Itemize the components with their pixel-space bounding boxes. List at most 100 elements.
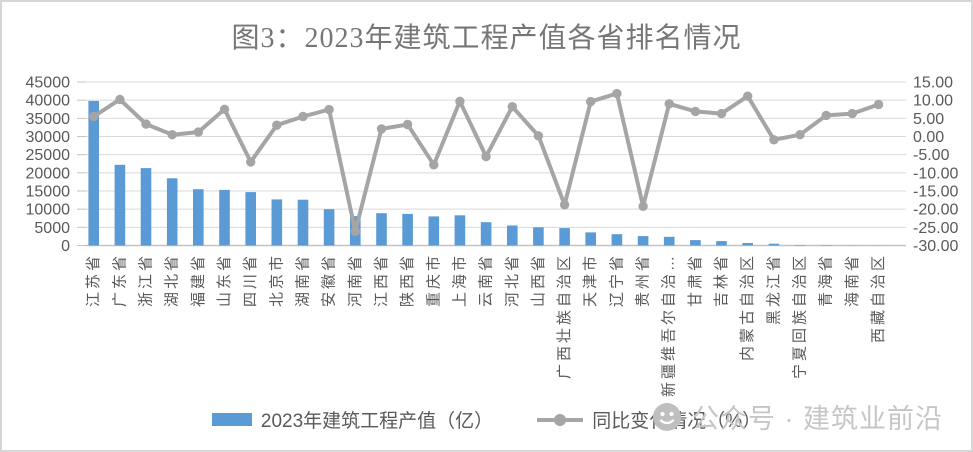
right-axis-label: 10.00	[913, 93, 953, 110]
x-axis-label-浙江省: 浙江省	[138, 253, 155, 307]
bar-甘肃省	[690, 240, 701, 246]
trend-marker-宁夏回族自治区	[795, 130, 805, 140]
bar-新疆维吾尔自治…	[663, 236, 675, 246]
x-axis-label-山东省: 山东省	[216, 253, 233, 307]
x-axis-label-湖南省: 湖南省	[295, 253, 312, 307]
bar-安徽省	[323, 209, 335, 246]
trend-marker-福建省	[193, 127, 203, 137]
trend-marker-吉林省	[716, 108, 727, 119]
trend-marker-山西省	[533, 131, 544, 141]
x-axis-label-陕西省: 陕西省	[399, 253, 416, 307]
x-axis-label-新疆维吾尔自治…: 新疆维吾尔自治…	[661, 253, 678, 397]
bar-福建省	[193, 189, 204, 246]
x-axis-label-西藏自治区: 西藏自治区	[870, 253, 887, 343]
bar-江苏省	[88, 100, 99, 246]
x-axis-label-吉林省: 吉林省	[713, 253, 730, 307]
trend-marker-湖北省	[167, 130, 177, 140]
bar-吉林省	[716, 241, 727, 246]
bar-云南省	[480, 222, 492, 246]
x-axis-label-河南省: 河南省	[347, 253, 364, 307]
trend-marker-浙江省	[141, 119, 151, 129]
left-axis-label: 25000	[26, 147, 71, 164]
trend-marker-河北省	[507, 102, 517, 112]
bar-广西壮族自治区	[559, 228, 570, 246]
x-axis-label-安徽省: 安徽省	[321, 253, 338, 307]
bar-宁夏回族自治区	[794, 245, 806, 246]
right-axis-label: -10.00	[913, 165, 958, 182]
right-axis-label: -30.00	[913, 238, 958, 255]
left-axis-label: 35000	[26, 111, 71, 128]
trend-marker-河南省	[350, 226, 360, 236]
legend-item-bar-series: 2023年建筑工程产值（亿）	[211, 406, 494, 433]
x-axis-label-广西壮族自治区: 广西壮族自治区	[556, 253, 573, 379]
trend-marker-西藏自治区	[873, 99, 884, 110]
bar-黑龙江省	[768, 243, 780, 246]
trend-marker-辽宁省	[612, 88, 622, 99]
bar-series-label: 2023年建筑工程产值（亿）	[260, 411, 494, 432]
left-axis-label: 20000	[26, 165, 71, 182]
left-axis-label: 5000	[34, 220, 70, 237]
bar-四川省	[245, 192, 256, 246]
trend-marker-广东省	[115, 94, 125, 105]
bar-河北省	[507, 225, 518, 246]
x-axis-label-江西省: 江西省	[373, 253, 390, 307]
bar-广东省	[114, 164, 126, 246]
trend-marker-广西壮族自治区	[559, 200, 570, 210]
trend-marker-山东省	[219, 104, 230, 115]
bar-内蒙古自治区	[742, 243, 753, 246]
x-axis-label-辽宁省: 辽宁省	[608, 253, 625, 307]
x-axis-label-北京市: 北京市	[268, 253, 285, 307]
trend-marker-北京市	[272, 120, 282, 130]
trend-marker-四川省	[246, 157, 256, 167]
trend-marker-天津市	[586, 96, 596, 107]
x-axis-label-海南省: 海南省	[844, 253, 861, 307]
right-axis-label: -15.00	[913, 184, 958, 201]
bar-上海市	[454, 215, 466, 246]
bar-series-swatch-icon	[211, 413, 252, 426]
line-series-marker-icon	[554, 413, 567, 426]
trend-marker-云南省	[481, 151, 491, 162]
right-axis-label: -25.00	[913, 220, 958, 237]
x-axis-label-上海市: 上海市	[451, 253, 468, 307]
right-axis-label: 15.00	[913, 75, 953, 92]
x-axis-label-宁夏回族自治区: 宁夏回族自治区	[792, 253, 809, 379]
x-axis-label-四川省: 四川省	[242, 253, 259, 307]
trend-marker-内蒙古自治区	[743, 91, 753, 101]
bar-山西省	[533, 227, 544, 246]
trend-marker-贵州省	[638, 201, 648, 211]
x-axis-label-内蒙古自治区: 内蒙古自治区	[739, 253, 756, 361]
left-axis-label: 0	[61, 238, 70, 255]
bar-贵州省	[637, 236, 649, 246]
x-axis-label-山西省: 山西省	[530, 253, 547, 307]
right-axis-label: -5.00	[913, 147, 950, 164]
line-series-swatch-icon	[537, 413, 584, 426]
x-axis-label-青海省: 青海省	[818, 253, 835, 307]
bar-辽宁省	[611, 234, 623, 246]
trend-marker-安徽省	[324, 104, 334, 115]
x-axis-label-重庆市: 重庆市	[425, 253, 442, 307]
left-axis-label: 15000	[26, 184, 71, 201]
bar-天津市	[585, 232, 596, 246]
left-axis-label: 40000	[26, 93, 71, 110]
trend-marker-江苏省	[89, 111, 99, 122]
x-axis-label-福建省: 福建省	[190, 253, 207, 307]
bar-江西省	[376, 213, 387, 246]
trend-marker-海南省	[847, 108, 857, 119]
bar-山东省	[219, 189, 230, 246]
trend-marker-重庆市	[429, 160, 439, 170]
line-series-label: 同比变化情况（%）	[592, 411, 762, 432]
left-axis-label: 45000	[26, 75, 71, 92]
bar-浙江省	[140, 168, 152, 246]
trend-marker-陕西省	[402, 119, 413, 130]
trend-marker-新疆维吾尔自治…	[664, 99, 674, 109]
bar-湖南省	[297, 199, 309, 246]
bar-湖北省	[166, 178, 178, 246]
chart-legend: 2023年建筑工程产值（亿） 同比变化情况（%）	[2, 406, 971, 433]
x-axis-label-云南省: 云南省	[478, 253, 495, 307]
trend-marker-甘肃省	[690, 106, 701, 117]
legend-item-line-series: 同比变化情况（%）	[537, 406, 761, 433]
x-axis-label-天津市: 天津市	[582, 253, 599, 307]
trend-marker-黑龙江省	[769, 135, 779, 145]
